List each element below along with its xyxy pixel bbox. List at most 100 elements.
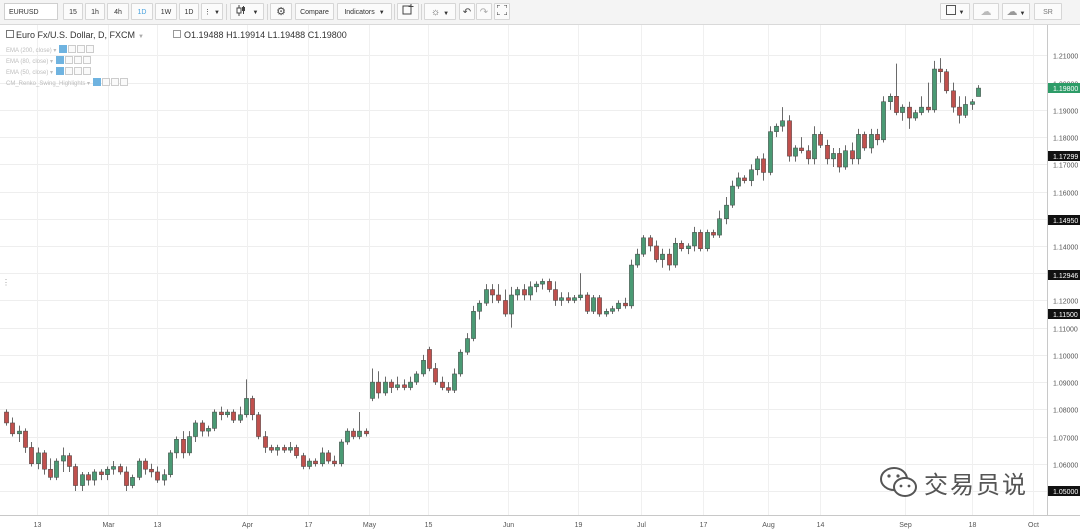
ideas-button[interactable]: ☼ ▼: [424, 3, 456, 20]
candle-up: [730, 180, 735, 208]
candle-up: [244, 379, 249, 418]
settings-icon[interactable]: [64, 56, 73, 64]
candle-body: [4, 411, 9, 424]
undo-button[interactable]: ↶: [459, 3, 475, 20]
indicator-renko-swing[interactable]: CM_Renko_Swing_Highlights ▾: [6, 78, 128, 87]
alert-button[interactable]: [397, 3, 419, 20]
candle-up: [80, 471, 85, 491]
price-chart[interactable]: 1.05000 1.06000 1.07000 1.08000 1.09000 1.100…: [0, 25, 1080, 532]
candle-body: [48, 468, 53, 478]
cloud-save-button[interactable]: ☁: [973, 3, 999, 20]
candle-body: [913, 112, 918, 119]
candle-body: [219, 411, 224, 416]
candle-body: [313, 460, 318, 465]
indicator-label: EMA (80, close): [6, 59, 49, 65]
candle-up: [206, 425, 211, 437]
candle-down: [389, 379, 394, 393]
pane-resize-handle[interactable]: ⋮: [2, 278, 10, 287]
sr-button[interactable]: SR: [1034, 3, 1062, 20]
candle-body: [604, 311, 609, 315]
candle-down: [547, 278, 552, 293]
chart-style-button[interactable]: ▼: [230, 3, 264, 20]
chart-settings-button[interactable]: ⚙: [270, 3, 292, 20]
candle-up: [168, 450, 173, 478]
indicator-ema-200[interactable]: EMA (200, close) ▾: [6, 45, 95, 54]
candle-down: [86, 471, 91, 486]
eye-icon[interactable]: [92, 78, 101, 86]
candle-body: [679, 243, 684, 249]
candle-up: [288, 441, 293, 453]
interval-button-1w[interactable]: 1W: [155, 3, 177, 20]
candle-body: [73, 466, 78, 486]
candle-body: [99, 471, 104, 475]
candles-icon: [236, 5, 248, 16]
candle-down: [99, 469, 104, 481]
candle-up: [591, 294, 596, 315]
close-icon[interactable]: [82, 67, 91, 75]
fullscreen-button[interactable]: [494, 3, 510, 20]
interval-button-1h[interactable]: 1h: [85, 3, 105, 20]
settings-icon[interactable]: [101, 78, 110, 86]
candle-up: [395, 376, 400, 391]
candle-down: [522, 284, 527, 301]
interval-button-15[interactable]: 15: [63, 3, 83, 20]
candle-down: [850, 142, 855, 165]
candle-up: [540, 278, 545, 290]
price-marker-box: [1048, 83, 1080, 93]
close-icon[interactable]: [82, 56, 91, 64]
price-marker-label: 1.11500: [1053, 312, 1078, 319]
settings-icon[interactable]: [64, 67, 73, 75]
close-icon[interactable]: [86, 45, 95, 53]
delete-icon[interactable]: [110, 78, 119, 86]
candle-up: [162, 469, 167, 486]
candle-body: [932, 68, 937, 111]
candle-body: [755, 158, 760, 171]
delete-icon[interactable]: [77, 45, 86, 53]
interval-button-4h[interactable]: 4h: [107, 3, 129, 20]
interval-button-1d-active[interactable]: 1D: [131, 3, 153, 20]
settings-icon[interactable]: [68, 45, 77, 53]
chevron-down-icon[interactable]: ▼: [138, 34, 144, 40]
candle-body: [629, 264, 634, 307]
indicator-ema-50[interactable]: EMA (50, close) ▾: [6, 67, 91, 76]
candle-body: [301, 455, 306, 467]
candle-down: [326, 450, 331, 464]
indicator-ema-80[interactable]: EMA (80, close) ▾: [6, 56, 91, 65]
candle-body: [458, 351, 463, 375]
candle-body: [799, 147, 804, 151]
close-icon[interactable]: [119, 78, 128, 86]
candle-up: [641, 235, 646, 257]
candle-up: [932, 60, 937, 113]
candle-body: [238, 414, 243, 421]
candles: [4, 58, 981, 491]
cloud-upload-button[interactable]: ☁ ▼: [1002, 3, 1030, 20]
collapse-square-icon[interactable]: [6, 30, 14, 38]
candle-body: [351, 430, 356, 437]
price-tick-label: 1.10000: [1053, 354, 1078, 361]
delete-icon[interactable]: [73, 67, 82, 75]
candle-down: [427, 346, 432, 372]
candle-body: [900, 106, 905, 113]
interval-button-1d[interactable]: 1D: [179, 3, 199, 20]
layout-square-icon: [945, 5, 956, 15]
eye-icon[interactable]: [55, 56, 64, 64]
redo-button[interactable]: ↷: [476, 3, 492, 20]
candle-body: [414, 373, 419, 383]
candle-body: [370, 381, 375, 399]
chevron-down-icon: ▼: [1019, 11, 1026, 17]
eye-icon[interactable]: [55, 67, 64, 75]
candle-body: [597, 297, 602, 315]
symbol-search-input[interactable]: EURUSD: [4, 3, 58, 20]
indicators-button[interactable]: Indicators ▼: [337, 3, 392, 20]
price-tick-label: 1.07000: [1053, 436, 1078, 443]
eye-icon[interactable]: [59, 45, 68, 53]
candle-body: [61, 455, 66, 462]
candle-down: [907, 101, 912, 129]
compare-button[interactable]: Compare: [295, 3, 334, 20]
time-tick-label: 15: [425, 522, 433, 529]
delete-icon[interactable]: [73, 56, 82, 64]
candle-up: [130, 474, 135, 489]
candle-down: [503, 289, 508, 317]
layout-button[interactable]: ▼: [940, 3, 970, 20]
more-intervals-button[interactable]: ⋮ ▼: [201, 3, 223, 20]
